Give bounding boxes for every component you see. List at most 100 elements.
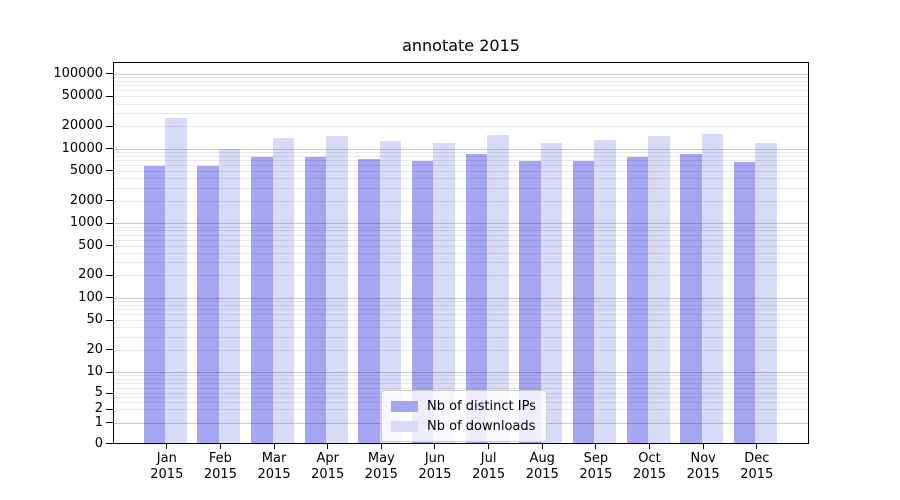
y-tick-label: 0 [94, 435, 103, 451]
bar-downloads [487, 134, 509, 443]
bar-distinct-ips [733, 161, 756, 443]
y-tick-label: 2000 [69, 192, 103, 208]
gridline [114, 245, 808, 247]
gridline [114, 170, 808, 172]
gridline [114, 126, 808, 128]
bar-downloads [326, 135, 348, 443]
y-tick-mark [106, 170, 113, 172]
bar-distinct-ips [143, 165, 166, 443]
gridline [114, 103, 808, 105]
y-tick-mark [106, 148, 113, 149]
x-tick-mark [595, 444, 597, 449]
bar-downloads [218, 149, 241, 443]
legend-label-downloads: Nb of downloads [427, 418, 536, 434]
legend-swatch-downloads [391, 420, 418, 432]
y-tick-mark [106, 222, 113, 224]
gridline [114, 187, 808, 189]
y-tick-label: 10 [86, 364, 103, 380]
y-tick-label: 1 [94, 414, 103, 430]
bar-distinct-ips [304, 156, 327, 443]
y-tick-mark [106, 125, 113, 127]
x-tick-mark [488, 444, 490, 449]
y-tick-label: 20 [86, 341, 103, 357]
x-tick-label: Jan 2015 [150, 451, 184, 482]
x-tick-mark [166, 444, 168, 449]
y-tick-label: 20000 [61, 118, 103, 134]
x-tick-mark [649, 444, 651, 449]
legend-swatch-distinct-ips [391, 400, 418, 412]
gridline [114, 327, 808, 329]
x-tick-label: Apr 2015 [311, 451, 345, 482]
x-tick-label: Oct 2015 [632, 451, 667, 482]
y-tick-mark [106, 422, 113, 424]
y-tick-label: 5000 [69, 162, 103, 178]
gridline [114, 230, 808, 232]
gridline [114, 336, 808, 338]
legend-item: Nb of distinct IPs [391, 396, 536, 416]
bar-distinct-ips [519, 160, 541, 443]
bar-distinct-ips [572, 160, 595, 443]
gridline [114, 85, 808, 87]
bar-downloads [165, 118, 187, 443]
x-tick-label: Dec 2015 [740, 451, 774, 482]
gridline [114, 309, 808, 311]
gridline [114, 372, 808, 374]
y-tick-label: 100 [78, 289, 103, 305]
gridline [114, 77, 808, 79]
bar-downloads [594, 139, 616, 443]
y-tick-label: 5 [94, 385, 103, 401]
x-tick-mark [541, 444, 543, 449]
bar-downloads [540, 142, 563, 443]
gridline [114, 96, 808, 98]
bar-downloads [701, 133, 724, 443]
gridline [114, 223, 808, 225]
bar-distinct-ips [626, 156, 649, 443]
bar-downloads [755, 142, 777, 443]
bar-distinct-ips [680, 154, 702, 443]
plot-area [113, 62, 809, 444]
gridline [114, 226, 808, 228]
bar-distinct-ips [358, 159, 380, 443]
x-tick-label: Jul 2015 [472, 451, 506, 482]
y-tick-label: 50000 [61, 88, 103, 104]
y-tick-label: 200 [78, 267, 103, 283]
gridline [114, 297, 808, 299]
gridline [114, 160, 808, 162]
y-tick-label: 2 [94, 401, 103, 417]
gridline [114, 314, 808, 316]
legend-item: Nb of downloads [391, 416, 536, 436]
x-tick-label: Sep 2015 [579, 451, 613, 482]
gridline [114, 275, 808, 277]
y-tick-label: 1000 [69, 215, 103, 231]
y-tick-mark [106, 349, 113, 351]
gridline [114, 379, 808, 381]
y-tick-label: 100000 [53, 65, 103, 81]
y-tick-label: 50 [86, 312, 103, 328]
gridline [114, 81, 808, 83]
x-tick-mark [756, 444, 758, 449]
y-tick-mark [106, 73, 113, 75]
x-tick-mark [434, 444, 436, 449]
gridline [114, 349, 808, 351]
gridline [114, 383, 808, 385]
gridline [114, 262, 808, 264]
bar-distinct-ips [251, 156, 273, 443]
y-tick-mark [106, 297, 113, 299]
y-tick-label: 500 [78, 237, 103, 253]
gridline [114, 304, 808, 306]
bar-distinct-ips [465, 154, 488, 443]
gridline [114, 90, 808, 92]
y-tick-mark [106, 392, 113, 394]
x-tick-label: Jun 2015 [418, 451, 452, 482]
x-tick-mark [702, 444, 704, 449]
y-tick-mark [106, 200, 113, 202]
gridline [114, 112, 808, 114]
chart-title: annotate 2015 [402, 36, 520, 55]
x-tick-mark [219, 444, 221, 449]
bar-downloads [433, 143, 455, 443]
gridline [114, 234, 808, 236]
x-tick-mark [380, 444, 382, 449]
y-tick-mark [106, 245, 113, 247]
gridline [114, 320, 808, 322]
